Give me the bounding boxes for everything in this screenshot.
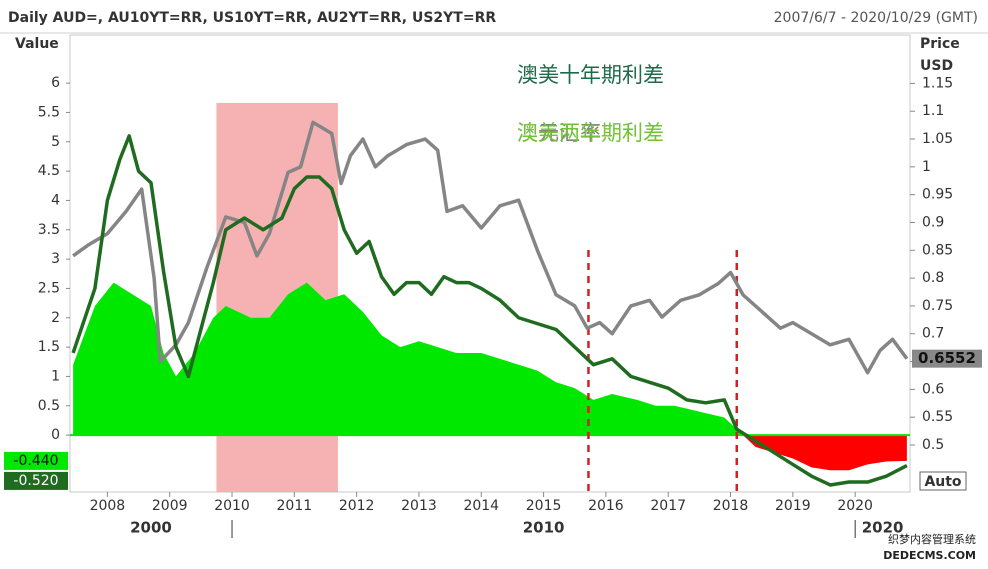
date-range: 2007/6/7 - 2020/10/29 (GMT) <box>774 10 978 26</box>
y-tick-label: 2 <box>51 310 60 326</box>
decade-label: 2000 <box>130 519 172 537</box>
x-tick-label: 2008 <box>90 498 126 514</box>
x-tick-label: 2011 <box>277 498 313 514</box>
y2-tick-label: 1 <box>922 159 931 175</box>
watermark: 织梦内容管理系统 <box>888 532 976 546</box>
last-value-box <box>4 451 68 470</box>
chart-title: Daily AUD=, AU10YT=RR, US10YT=RR, AU2YT=… <box>8 10 496 26</box>
y2-unit: USD <box>920 58 953 74</box>
x-tick-label: 2010 <box>214 498 250 514</box>
last-value-box <box>4 471 68 490</box>
y-tick-label: 4 <box>51 192 60 208</box>
y-axis-label: Value <box>15 36 59 52</box>
y-tick-label: 5 <box>51 134 60 150</box>
last-value-label: -0.440 <box>13 453 58 469</box>
y2-tick-label: 1.05 <box>922 131 953 147</box>
x-tick-label: 2009 <box>152 498 188 514</box>
y-tick-label: 6 <box>51 75 60 91</box>
y2-tick-label: 0.95 <box>922 187 953 203</box>
x-tick-label: 2017 <box>650 498 686 514</box>
line <box>72 120 909 375</box>
x-tick-label: 2020 <box>837 498 873 514</box>
y-tick-label: 2.5 <box>38 280 60 296</box>
y2-tick-label: 0.8 <box>922 270 944 286</box>
x-tick-label: 2016 <box>588 498 624 514</box>
y-tick-label: 0 <box>51 427 60 443</box>
last-value-label: -0.520 <box>13 473 58 489</box>
line <box>71 134 908 487</box>
watermark: DEDECMS.COM <box>883 549 976 562</box>
y-tick-label: 3.5 <box>38 222 60 238</box>
last-value-box <box>912 349 982 368</box>
legend-entry: 澳元汇率 <box>517 121 601 145</box>
x-tick-label: 2013 <box>401 498 437 514</box>
y2-axis-label: Price <box>920 36 960 52</box>
y-tick-label: 5.5 <box>38 104 60 120</box>
decade-label: 2020 <box>862 519 904 537</box>
y2-tick-label: 0.6 <box>922 381 944 397</box>
legend-entry: 澳美十年期利差 <box>517 63 664 87</box>
scale-mode[interactable]: Auto <box>924 474 961 490</box>
x-tick-label: 2018 <box>713 498 749 514</box>
legend-entry: 澳美两年期利差 <box>517 121 664 145</box>
x-tick-label: 2019 <box>775 498 811 514</box>
y2-tick-label: 0.85 <box>922 242 953 258</box>
y2-tick-label: 0.9 <box>922 214 944 230</box>
y2-tick-label: 0.75 <box>922 298 953 314</box>
area <box>73 282 907 471</box>
y-tick-label: 1.5 <box>38 339 60 355</box>
x-tick-label: 2014 <box>463 498 499 514</box>
x-tick-label: 2012 <box>339 498 375 514</box>
y2-tick-label: 0.7 <box>922 326 944 342</box>
y2-tick-label: 0.5 <box>922 437 944 453</box>
scale-mode-box[interactable] <box>919 471 967 491</box>
y2-tick-label: 1.15 <box>922 75 953 91</box>
x-tick-label: 2015 <box>526 498 562 514</box>
y2-tick-label: 0.55 <box>922 409 953 425</box>
last-value-label: 0.6552 <box>918 349 976 367</box>
y-tick-label: 1 <box>51 368 60 384</box>
decade-label: 2010 <box>523 519 565 537</box>
y-tick-label: 4.5 <box>38 163 60 179</box>
y-tick-label: 0.5 <box>38 398 60 414</box>
y-tick-label: 3 <box>51 251 60 267</box>
y2-tick-label: 1.1 <box>922 103 944 119</box>
